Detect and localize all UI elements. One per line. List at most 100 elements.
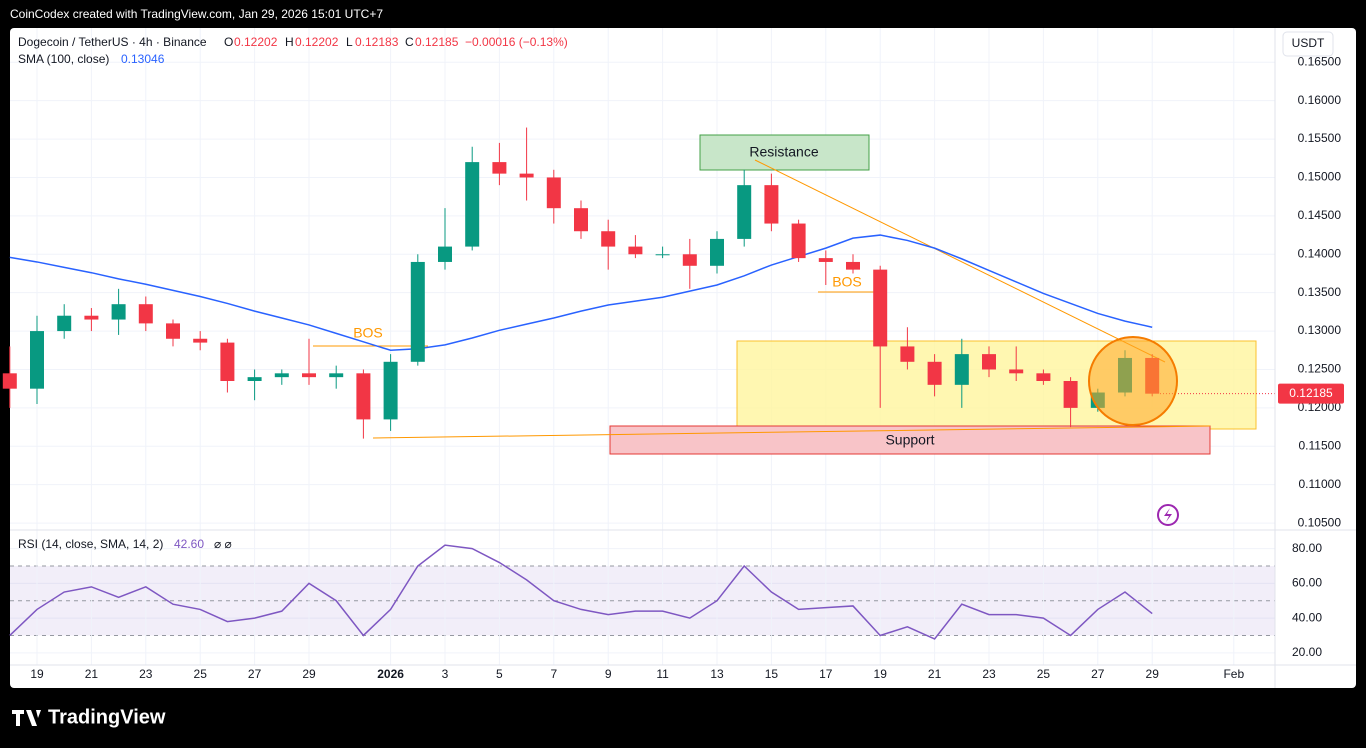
x-tick-label: 5 [496,667,503,681]
rsi-name: RSI (14, close, SMA, 14, 2) [18,537,163,551]
y-tick-label: 0.11500 [1299,438,1342,452]
credit: CoinCodex created with TradingView.com, … [10,7,383,21]
candle-body [791,223,806,259]
change: −0.00016 (−0.13%) [465,35,568,49]
y-tick-label: 0.10500 [1298,515,1342,529]
sma-value: 0.13046 [121,52,165,66]
resistance-label: Resistance [749,144,818,160]
logo-text: TradingView [48,706,166,728]
l-label: L [346,35,353,49]
rsi-extra: ⌀ ⌀ [214,537,232,551]
y-tick-label: 0.13500 [1298,285,1342,299]
candle-body [193,338,208,343]
candle-body [383,361,398,420]
resistance-box [699,134,870,171]
y-tick-label: 0.14500 [1298,208,1342,222]
y-tick-label: 0.13000 [1298,323,1342,337]
x-tick-label: 19 [30,667,44,681]
last-price-tag [1278,383,1344,404]
alert-bolt [1164,508,1172,522]
x-tick-label: 2026 [377,667,404,681]
logo-mark [12,710,41,726]
high: 0.12202 [295,35,339,49]
y-tick-label: 0.12500 [1298,362,1342,376]
candle-body [546,177,561,209]
candle-body [302,373,316,378]
x-tick-label: 23 [982,667,996,681]
candle-body [900,346,915,362]
candle-body [846,261,860,270]
candle-body [492,162,507,174]
rsi-value: 42.60 [174,537,204,551]
candle-body [655,254,670,256]
sma-name: SMA (100, close) [18,52,109,66]
candle-body [601,231,616,247]
candle-body [111,304,126,320]
support-line [372,425,1211,439]
candle-body [438,246,452,262]
candle-body [57,315,72,332]
alert-icon[interactable] [1157,504,1179,526]
candle-body [737,185,752,239]
y-tick-label: 0.11000 [1299,477,1342,491]
x-tick-label: 25 [1037,667,1051,681]
x-tick-label: 7 [550,667,557,681]
candle-body [710,238,724,266]
y-tick-label: 0.15000 [1298,170,1342,184]
candle-body [465,162,480,247]
trendline [754,159,1166,363]
candle-body [247,377,262,381]
support-label: Support [885,432,934,448]
currency: USDT [1292,36,1325,50]
candle-body [1063,380,1078,408]
o-label: O [224,35,233,49]
rsi-line [9,544,1153,640]
candle-body [274,373,289,378]
currency-button[interactable] [1282,31,1334,57]
rsi-tick-label: 40.00 [1292,610,1322,624]
x-tick-label: 23 [139,667,153,681]
candle-body [818,258,833,262]
highlight-circle [1088,336,1178,426]
candle-body [954,354,969,385]
x-tick-label: Feb [1223,667,1244,681]
candle-body [682,254,697,266]
x-tick-label: 13 [710,667,724,681]
candle-body [410,261,425,362]
last-price-label: 0.12185 [1289,386,1333,400]
low: 0.12183 [355,35,399,49]
y-tick-label: 0.15500 [1298,131,1342,145]
x-tick-label: 11 [656,667,669,681]
rsi-tick-label: 60.00 [1292,576,1322,590]
rsi-tick-label: 20.00 [1292,645,1322,659]
candle-body [764,185,779,224]
candle-body [166,323,180,339]
candle-body [220,342,235,381]
close: 0.12185 [415,35,459,49]
x-tick-label: 29 [1146,667,1160,681]
bos-label: BOS [832,274,862,290]
x-tick-label: 15 [765,667,779,681]
y-tick-label: 0.16000 [1298,93,1342,107]
x-tick-label: 27 [248,667,262,681]
candle-body [873,269,888,347]
h-label: H [285,35,294,49]
candle-body [138,304,153,324]
x-tick-label: 3 [442,667,449,681]
candle-body [1009,369,1024,374]
x-tick-label: 19 [874,667,888,681]
c-label: C [405,35,414,49]
candle-body [30,331,44,389]
candle-body [2,373,17,389]
x-tick-label: 9 [605,667,612,681]
candle-body [329,373,344,378]
candle-body [927,361,942,385]
candle-body [574,208,588,232]
open: 0.12202 [234,35,278,49]
range-box [736,340,1257,430]
candle-body [356,373,371,420]
candle-body [1036,373,1051,381]
y-tick-label: 0.16500 [1298,54,1342,68]
